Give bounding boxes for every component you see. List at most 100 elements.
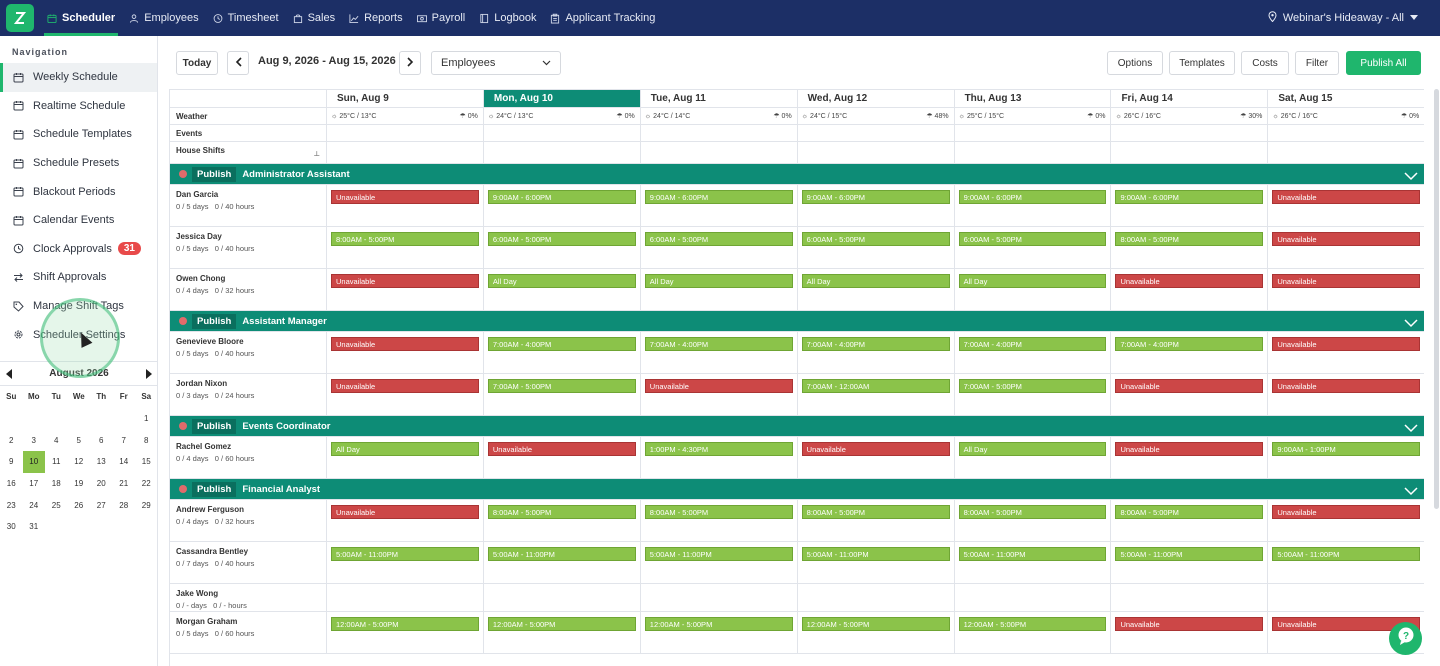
scrollbar[interactable]	[1434, 89, 1439, 509]
employee-cell[interactable]: Owen Chong 0 / 4 days 0 / 32 hours	[170, 269, 327, 310]
shift-cell[interactable]: 9:00AM - 1:00PM	[1268, 437, 1424, 478]
today-button[interactable]: Today	[176, 51, 218, 75]
shift-cell[interactable]: 5:00AM - 11:00PM	[798, 542, 955, 583]
unavailable-block[interactable]: Unavailable	[1115, 274, 1264, 288]
shift-block[interactable]: 12:00AM - 5:00PM	[801, 617, 950, 631]
unavailable-block[interactable]: Unavailable	[1115, 617, 1264, 631]
events-cell[interactable]	[1111, 125, 1269, 141]
shift-cell[interactable]: 9:00AM - 6:00PM	[1111, 185, 1269, 226]
shift-cell[interactable]: 7:00AM - 4:00PM	[798, 332, 955, 373]
shift-block[interactable]: All Day	[958, 442, 1107, 456]
shift-block[interactable]: 12:00AM - 5:00PM	[958, 617, 1107, 631]
house-shift-cell[interactable]	[955, 142, 1112, 163]
mini-calendar-day[interactable]: 30	[6, 522, 16, 532]
mini-calendar-day[interactable]: 13	[96, 457, 106, 467]
unavailable-block[interactable]: Unavailable	[1272, 274, 1421, 288]
prev-week-button[interactable]	[227, 51, 249, 75]
mini-calendar-day[interactable]: 17	[29, 479, 39, 489]
mini-calendar-day[interactable]: 3	[31, 435, 36, 445]
shift-cell[interactable]: 5:00AM - 11:00PM	[1268, 542, 1424, 583]
shift-cell[interactable]: 7:00AM - 5:00PM	[955, 374, 1112, 415]
unavailable-block[interactable]: Unavailable	[1115, 442, 1264, 456]
house-shift-cell[interactable]	[798, 142, 955, 163]
unavailable-block[interactable]: Unavailable	[1272, 379, 1421, 393]
mini-calendar-day[interactable]: 8	[144, 435, 149, 445]
unavailable-block[interactable]: Unavailable	[331, 190, 479, 204]
shift-cell[interactable]: 8:00AM - 5:00PM	[1111, 500, 1269, 541]
day-header[interactable]: Mon, Aug 10	[483, 90, 641, 107]
shift-block[interactable]: 8:00AM - 5:00PM	[801, 505, 950, 519]
publish-group-button[interactable]: Publish	[192, 166, 237, 182]
mini-calendar-day[interactable]: 16	[6, 479, 16, 489]
unavailable-block[interactable]: Unavailable	[331, 337, 479, 351]
shift-block[interactable]: 12:00AM - 5:00PM	[487, 617, 636, 631]
shift-cell[interactable]: 9:00AM - 6:00PM	[484, 185, 641, 226]
shift-block[interactable]: All Day	[644, 274, 793, 288]
shift-cell[interactable]: 6:00AM - 5:00PM	[484, 227, 641, 268]
shift-cell[interactable]: 8:00AM - 5:00PM	[1111, 227, 1269, 268]
nav-reports[interactable]: Reports	[342, 0, 410, 36]
unavailable-block[interactable]: Unavailable	[644, 379, 793, 393]
shift-cell[interactable]: 12:00AM - 5:00PM	[641, 612, 798, 653]
shift-block[interactable]: 5:00AM - 11:00PM	[487, 547, 636, 561]
mini-calendar-day[interactable]: 5	[76, 435, 81, 445]
events-cell[interactable]	[641, 125, 798, 141]
shift-block[interactable]: 8:00AM - 5:00PM	[958, 505, 1107, 519]
unavailable-block[interactable]: Unavailable	[1272, 232, 1421, 246]
shift-block[interactable]: 9:00AM - 6:00PM	[1115, 190, 1264, 204]
shift-cell[interactable]: Unavailable	[1268, 500, 1424, 541]
mini-calendar-day[interactable]: 7	[121, 435, 126, 445]
mini-calendar-day[interactable]: 4	[54, 435, 59, 445]
shift-block[interactable]: 9:00AM - 1:00PM	[1272, 442, 1421, 456]
shift-block[interactable]: 9:00AM - 6:00PM	[487, 190, 636, 204]
chevron-down-icon[interactable]	[1404, 420, 1418, 433]
shift-cell[interactable]: All Day	[798, 269, 955, 310]
shift-cell[interactable]: 5:00AM - 11:00PM	[641, 542, 798, 583]
shift-cell[interactable]: Unavailable	[327, 374, 484, 415]
shift-block[interactable]: 7:00AM - 12:00AM	[801, 379, 950, 393]
employee-cell[interactable]: Rachel Gomez 0 / 4 days 0 / 60 hours	[170, 437, 327, 478]
shift-cell[interactable]: 8:00AM - 5:00PM	[484, 500, 641, 541]
shift-block[interactable]: All Day	[331, 442, 479, 456]
app-logo-icon[interactable]	[6, 4, 34, 32]
shift-cell[interactable]: Unavailable	[1111, 612, 1269, 653]
publish-all-button[interactable]: Publish All	[1346, 51, 1421, 75]
mini-calendar-day[interactable]: 31	[29, 522, 39, 532]
day-header[interactable]: Fri, Aug 14	[1111, 90, 1269, 107]
shift-block[interactable]: All Day	[487, 274, 636, 288]
shift-block[interactable]: 1:00PM - 4:30PM	[644, 442, 793, 456]
shift-block[interactable]: 8:00AM - 5:00PM	[644, 505, 793, 519]
sidebar-item-schedule-presets[interactable]: Schedule Presets	[0, 149, 157, 178]
shift-block[interactable]: 9:00AM - 6:00PM	[644, 190, 793, 204]
unavailable-block[interactable]: Unavailable	[1115, 379, 1264, 393]
shift-cell[interactable]: Unavailable	[641, 374, 798, 415]
sidebar-item-shift-approvals[interactable]: Shift Approvals	[0, 263, 157, 292]
mini-calendar-day[interactable]: 6	[99, 435, 104, 445]
day-header[interactable]: Sat, Aug 15	[1268, 90, 1424, 107]
house-shift-cell[interactable]	[327, 142, 484, 163]
shift-block[interactable]: 7:00AM - 4:00PM	[1115, 337, 1264, 351]
shift-cell[interactable]: 7:00AM - 12:00AM	[798, 374, 955, 415]
mini-calendar-day[interactable]: 11	[52, 457, 61, 467]
house-shift-cell[interactable]	[1268, 142, 1424, 163]
shift-cell[interactable]: All Day	[484, 269, 641, 310]
shift-cell[interactable]: All Day	[955, 269, 1112, 310]
shift-cell[interactable]: 12:00AM - 5:00PM	[798, 612, 955, 653]
shift-block[interactable]: 7:00AM - 5:00PM	[958, 379, 1107, 393]
mini-calendar-day[interactable]: 20	[96, 479, 106, 489]
sidebar-item-calendar-events[interactable]: Calendar Events	[0, 206, 157, 235]
shift-block[interactable]: 7:00AM - 4:00PM	[487, 337, 636, 351]
shift-block[interactable]: 12:00AM - 5:00PM	[644, 617, 793, 631]
shift-cell[interactable]	[484, 584, 641, 611]
shift-cell[interactable]: 7:00AM - 4:00PM	[1111, 332, 1269, 373]
shift-block[interactable]: 8:00AM - 5:00PM	[331, 232, 479, 246]
nav-payroll[interactable]: Payroll	[410, 0, 473, 36]
events-cell[interactable]	[484, 125, 641, 141]
options-button[interactable]: Options	[1107, 51, 1163, 75]
shift-block[interactable]: 5:00AM - 11:00PM	[1272, 547, 1421, 561]
view-select[interactable]: Employees	[431, 51, 561, 75]
shift-cell[interactable]: 12:00AM - 5:00PM	[955, 612, 1112, 653]
shift-cell[interactable]	[955, 584, 1112, 611]
employee-cell[interactable]: Jake Wong 0 / - days 0 / - hours	[170, 584, 327, 611]
unavailable-block[interactable]: Unavailable	[1272, 337, 1421, 351]
